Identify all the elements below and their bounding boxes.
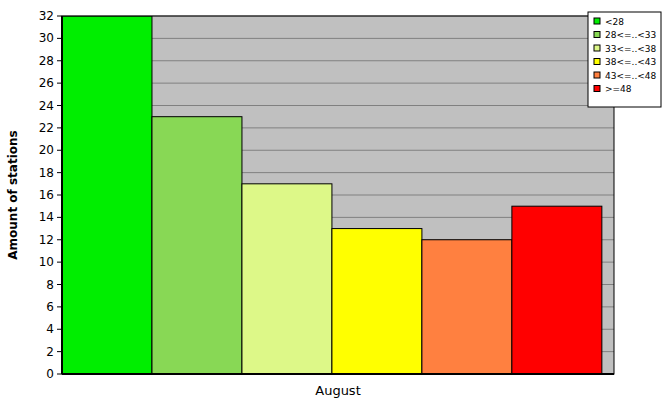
bar bbox=[422, 240, 512, 374]
y-axis-label: Amount of stations bbox=[6, 130, 20, 259]
tick-label: 10 bbox=[39, 255, 54, 269]
legend-label: 33<=..<38 bbox=[605, 44, 657, 54]
legend-label: <28 bbox=[605, 17, 624, 27]
tick-label: 32 bbox=[39, 9, 54, 23]
tick-label: 18 bbox=[39, 166, 54, 180]
bar bbox=[62, 16, 152, 374]
tick-label: 6 bbox=[46, 300, 54, 314]
bar bbox=[242, 184, 332, 374]
chart-svg: 02468101214161820222426283032AugustAmoun… bbox=[0, 0, 667, 415]
legend-label: 28<=..<33 bbox=[605, 30, 656, 40]
grid-line bbox=[62, 374, 614, 375]
plot-background bbox=[62, 16, 614, 374]
y-axis bbox=[61, 16, 63, 374]
tick-label: 26 bbox=[39, 76, 54, 90]
tick-label: 4 bbox=[46, 322, 54, 336]
tick-label: 22 bbox=[39, 121, 54, 135]
legend-swatch bbox=[594, 86, 600, 92]
legend-swatch bbox=[594, 32, 600, 38]
bar bbox=[152, 117, 242, 374]
legend-swatch bbox=[594, 18, 600, 24]
bars bbox=[62, 16, 602, 374]
legend-label: 38<=..<43 bbox=[605, 57, 656, 67]
tick-label: 20 bbox=[39, 143, 54, 157]
legend-box bbox=[588, 12, 661, 107]
tick-label: 12 bbox=[39, 233, 54, 247]
legend-swatch bbox=[594, 59, 600, 65]
legend: <28 28<=..<33 33<=..<38 38<=..<43 43<=..<48 >… bbox=[588, 12, 661, 107]
tick-label: 16 bbox=[39, 188, 54, 202]
tick-label: 28 bbox=[39, 54, 54, 68]
x-axis bbox=[62, 373, 614, 375]
legend-swatch bbox=[594, 45, 600, 51]
legend-label: 43<=..<48 bbox=[605, 71, 657, 81]
tick-label: 0 bbox=[46, 367, 54, 381]
bar bbox=[332, 229, 422, 374]
tick-label: 2 bbox=[46, 345, 54, 359]
chart-container: 02468101214161820222426283032AugustAmoun… bbox=[0, 0, 667, 415]
plot-frame bbox=[62, 16, 614, 374]
category-label: August bbox=[315, 383, 361, 398]
tick-label: 14 bbox=[39, 210, 54, 224]
legend-label: >=48 bbox=[605, 84, 632, 94]
legend-swatch bbox=[594, 72, 600, 78]
bar bbox=[512, 206, 602, 374]
tick-label: 8 bbox=[46, 278, 54, 292]
tick-label: 24 bbox=[39, 99, 54, 113]
tick-label: 30 bbox=[39, 31, 54, 45]
